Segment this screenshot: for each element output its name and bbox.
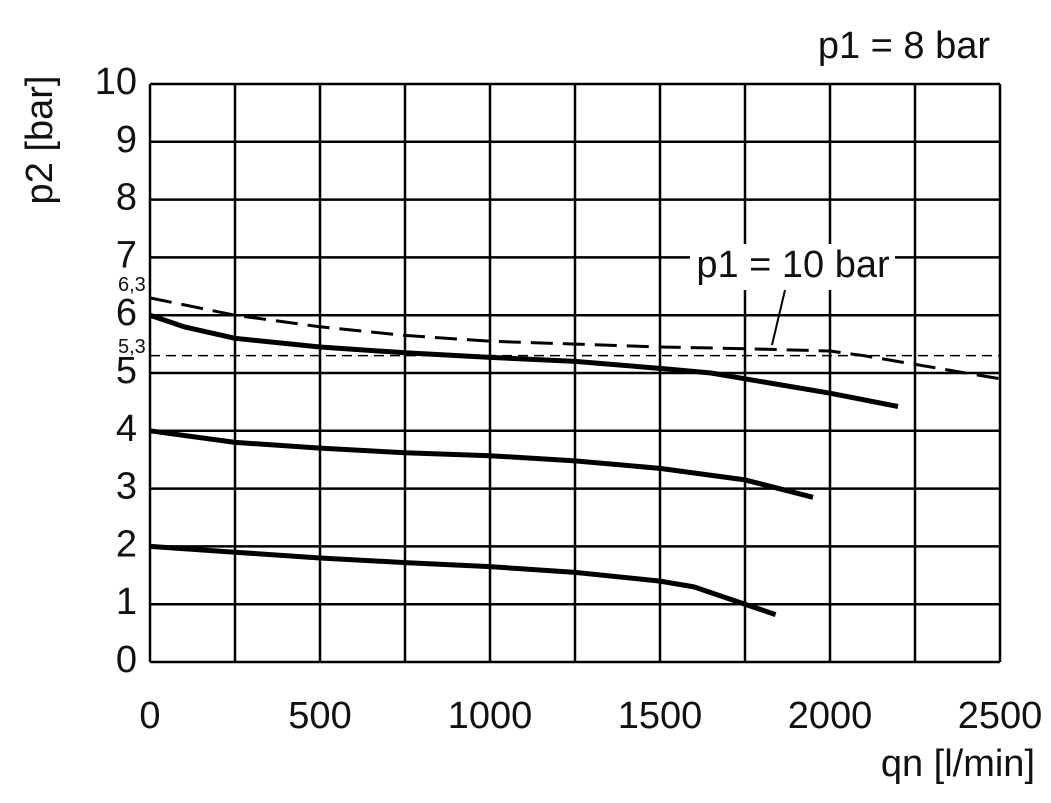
y-tick-label: 10 (95, 61, 137, 103)
y-tick-label: 4 (116, 408, 137, 450)
leader-line (771, 289, 786, 346)
y-tick-label: 7 (116, 234, 137, 276)
series-label: p1 = 10 bar (696, 244, 890, 286)
series-label-bg (690, 244, 895, 290)
series-line (149, 296, 1001, 381)
series-line (149, 312, 899, 409)
reference-label: 5,3 (118, 336, 146, 358)
x-tick-label: 1500 (618, 695, 703, 737)
x-tick-label: 500 (288, 695, 351, 737)
x-tick-label: 1000 (448, 695, 533, 737)
y-tick-label: 5 (116, 350, 137, 392)
start-label: 6,3 (118, 274, 146, 296)
y-tick-label: 1 (116, 581, 137, 623)
x-axis-label: qn [l/min] (881, 743, 1035, 785)
x-tick-label: 2000 (788, 695, 873, 737)
y-tick-label: 8 (116, 177, 137, 219)
series-line (149, 428, 814, 500)
x-tick-label: 2500 (958, 695, 1043, 737)
y-tick-label: 2 (116, 523, 137, 565)
series-line (149, 543, 777, 617)
y-tick-label: 6 (116, 292, 137, 334)
x-tick-label: 0 (139, 695, 160, 737)
y-tick-label: 9 (116, 119, 137, 161)
y-axis-label: p2 [bar] (19, 76, 61, 205)
y-tick-label: 0 (116, 639, 137, 681)
y-tick-label: 3 (116, 466, 137, 508)
annotation: p1 = 8 bar (818, 25, 991, 67)
